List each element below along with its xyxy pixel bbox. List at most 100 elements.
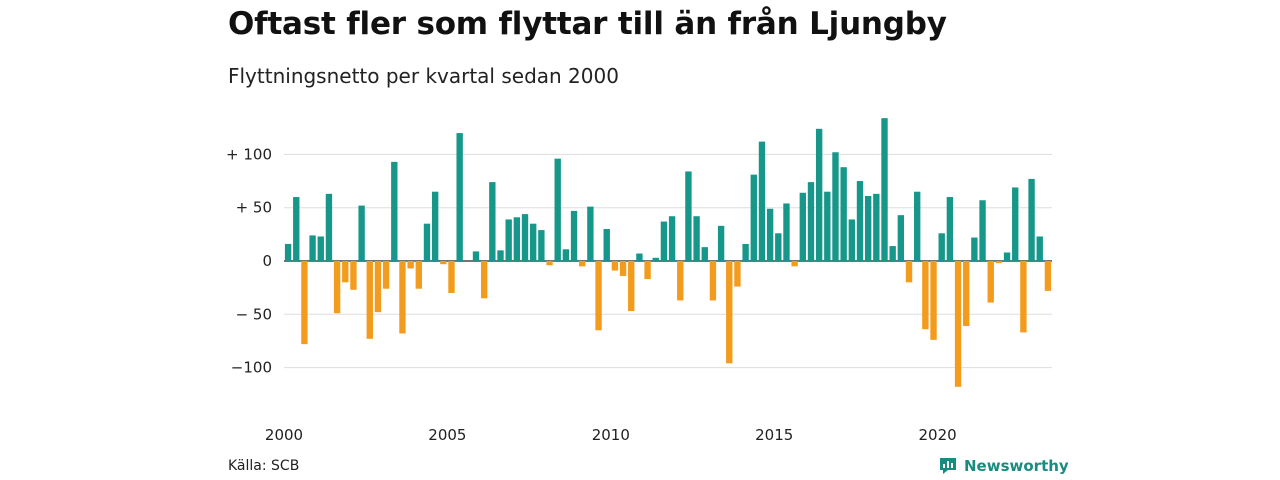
bar: [766, 208, 774, 261]
y-tick-label: 0: [262, 252, 272, 270]
bar: [611, 261, 619, 271]
bar: [717, 225, 725, 261]
bar: [538, 230, 545, 261]
chart-subtitle: Flyttningsnetto per kvartal sedan 2000: [228, 64, 619, 88]
bar: [382, 261, 390, 289]
bar: [489, 182, 496, 261]
bar: [423, 223, 431, 261]
bar: [709, 261, 717, 301]
bar: [284, 243, 292, 261]
y-tick-label: + 50: [236, 199, 272, 217]
bar: [293, 197, 300, 261]
bar: [391, 161, 398, 261]
x-tick-label: 2015: [755, 426, 793, 444]
bar: [905, 261, 913, 283]
bar: [1020, 261, 1027, 333]
bar: [914, 191, 921, 261]
bar: [815, 128, 823, 261]
bar: [660, 221, 668, 261]
gridlines: [284, 153, 1052, 369]
bar: [1003, 252, 1011, 261]
bar: [693, 216, 700, 261]
bar: [431, 191, 439, 261]
bar: [579, 261, 586, 267]
bar: [562, 249, 570, 261]
bar: [897, 215, 905, 261]
bar: [979, 200, 986, 261]
bar: [938, 233, 945, 261]
bar: [570, 210, 578, 261]
bar: [644, 261, 651, 280]
bar: [783, 203, 790, 261]
bar: [807, 182, 815, 261]
bar: [415, 261, 422, 289]
bar: [309, 235, 316, 261]
brand-logo[interactable]: Newsworthy: [938, 456, 1069, 476]
bar: [530, 223, 537, 261]
bar: [889, 246, 896, 261]
bar: [399, 261, 406, 334]
bar: [963, 261, 970, 327]
x-tick-label: 2020: [919, 426, 957, 444]
bar: [440, 261, 447, 265]
bar: [587, 206, 594, 261]
bar: [513, 217, 521, 261]
bar: [668, 216, 676, 261]
bar: [734, 261, 741, 287]
bar: [791, 261, 798, 267]
x-tick-label: 2000: [265, 426, 303, 444]
bar: [358, 205, 365, 261]
bar: [546, 261, 553, 266]
bar: [824, 191, 831, 261]
bar: [864, 195, 872, 261]
bar: [1044, 261, 1052, 291]
bar: [881, 118, 888, 261]
bar: [407, 261, 414, 269]
bar: [775, 233, 782, 261]
bar: [595, 261, 602, 331]
bar: [971, 237, 978, 261]
bar: [873, 193, 880, 261]
bar: [301, 261, 308, 345]
chart-title: Oftast fler som flyttar till än från Lju…: [228, 6, 947, 42]
bar: [685, 171, 692, 261]
bar: [946, 197, 954, 261]
bar: [987, 261, 994, 303]
bar: [652, 257, 659, 261]
bar: [930, 261, 937, 340]
bar: [374, 261, 382, 313]
x-axis-labels: 2000 2005 2010 2015 2020: [265, 426, 957, 444]
bar: [742, 243, 749, 261]
bar: [1036, 236, 1043, 261]
bar: [677, 261, 684, 301]
bar: [317, 236, 324, 261]
bar: [758, 141, 766, 261]
bar: [922, 261, 929, 330]
source-note: Källa: SCB: [228, 458, 300, 474]
bar: [1012, 187, 1019, 261]
y-axis-labels: + 100 + 50 0 − 50 −100: [226, 145, 272, 376]
bar: [701, 247, 708, 261]
bar: [954, 261, 962, 387]
bar: [603, 229, 610, 261]
bar: [472, 251, 480, 261]
bar: [628, 261, 635, 312]
bar: [840, 167, 847, 261]
bar: [342, 261, 349, 283]
x-tick-label: 2010: [592, 426, 630, 444]
bar: [554, 158, 561, 261]
bar: [636, 253, 643, 261]
bar: [497, 250, 504, 261]
x-tick-label: 2005: [428, 426, 466, 444]
bars: [284, 118, 1052, 387]
y-tick-label: − 50: [236, 305, 272, 323]
bar: [726, 261, 733, 364]
bar: [456, 133, 463, 261]
bar: [856, 181, 864, 261]
brand-name: Newsworthy: [964, 457, 1069, 475]
bar: [333, 261, 341, 314]
bar: [521, 214, 529, 261]
y-tick-label: + 100: [226, 145, 272, 163]
bar: [1028, 178, 1035, 261]
